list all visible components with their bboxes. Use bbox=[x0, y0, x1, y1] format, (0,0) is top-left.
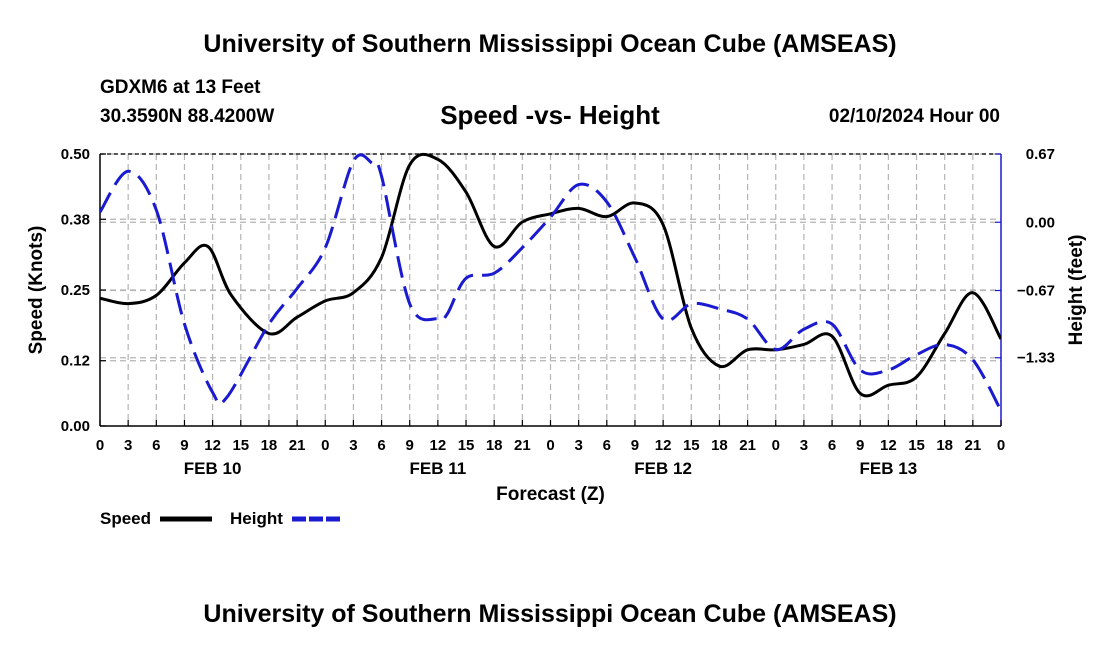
x-tick-label: 0 bbox=[772, 437, 780, 454]
x-tick-label: 18 bbox=[936, 437, 953, 454]
x-tick-label: 9 bbox=[180, 437, 188, 454]
x-tick-label: 15 bbox=[458, 437, 475, 454]
x-tick-label: 15 bbox=[232, 437, 249, 454]
x-tick-label: 0 bbox=[997, 437, 1005, 454]
legend-height-label: Height bbox=[230, 509, 283, 528]
x-tick-label: 12 bbox=[430, 437, 447, 454]
x-tick-label: 12 bbox=[880, 437, 897, 454]
x-tick-label: 18 bbox=[261, 437, 278, 454]
x-tick-label: 6 bbox=[377, 437, 385, 454]
y2-axis-title: Height (feet) bbox=[1066, 235, 1087, 346]
x-tick-label: 12 bbox=[655, 437, 672, 454]
x-tick-label: 12 bbox=[204, 437, 221, 454]
x-tick-label: 6 bbox=[152, 437, 160, 454]
x-tick-label: 9 bbox=[631, 437, 639, 454]
y2-tick-label: 0.00 bbox=[1026, 214, 1055, 231]
legend-speed-label: Speed bbox=[100, 509, 152, 528]
chart-subtitle: Speed -vs- Height bbox=[440, 100, 660, 130]
x-tick-label: 3 bbox=[800, 437, 808, 454]
y-tick-label: 0.12 bbox=[61, 353, 90, 370]
x-tick-label: 3 bbox=[574, 437, 582, 454]
y2-tick-label: −0.67 bbox=[1017, 283, 1055, 300]
y-axis-title: Speed (Knots) bbox=[26, 226, 47, 355]
x-tick-label: 15 bbox=[908, 437, 925, 454]
y-tick-label: 0.25 bbox=[61, 282, 90, 299]
x-tick-label: 3 bbox=[349, 437, 357, 454]
x-tick-label: 0 bbox=[546, 437, 554, 454]
x-tick-label: 6 bbox=[828, 437, 836, 454]
axes-layer: 0 3 6 9 12 15 18 21 0 3 6 9 12 15 18 21 0 3 6 9 12 15 18 21 0 3 6 9… bbox=[26, 146, 1087, 505]
series-line-height bbox=[100, 153, 1001, 412]
x-tick-label: 21 bbox=[965, 437, 982, 454]
date-label: FEB 11 bbox=[410, 459, 467, 478]
date-label: FEB 12 bbox=[634, 459, 692, 478]
y2-tick-label: 0.67 bbox=[1026, 146, 1055, 163]
x-tick-label: 6 bbox=[603, 437, 611, 454]
station-label: GDXM6 at 13 Feet bbox=[100, 77, 261, 98]
date-label: FEB 10 bbox=[184, 459, 242, 478]
x-axis-title: Forecast (Z) bbox=[496, 484, 605, 505]
x-tick-label: 3 bbox=[124, 437, 132, 454]
x-tick-label: 21 bbox=[739, 437, 756, 454]
coordinates-label: 30.3590N 88.4200W bbox=[100, 106, 275, 127]
y-tick-label: 0.50 bbox=[61, 146, 90, 163]
forecast-date: 02/10/2024 Hour 00 bbox=[828, 106, 1000, 127]
x-tick-label: 21 bbox=[514, 437, 531, 454]
x-tick-label: 18 bbox=[711, 437, 728, 454]
main-title: University of Southern Mississippi Ocean… bbox=[203, 30, 897, 58]
y-tick-label: 0.00 bbox=[61, 418, 90, 435]
x-tick-label: 15 bbox=[683, 437, 700, 454]
series-line-speed bbox=[100, 152, 1001, 398]
y-tick-label: 0.38 bbox=[61, 211, 90, 228]
series-layer bbox=[100, 152, 1001, 412]
x-tick-label: 0 bbox=[321, 437, 329, 454]
date-label: FEB 13 bbox=[860, 459, 918, 478]
x-tick-label: 0 bbox=[96, 437, 104, 454]
x-tick-label: 18 bbox=[486, 437, 503, 454]
footer-title: University of Southern Mississippi Ocean… bbox=[203, 600, 897, 628]
y2-tick-label: −1.33 bbox=[1017, 350, 1055, 367]
x-tick-label: 9 bbox=[406, 437, 414, 454]
x-tick-label: 9 bbox=[856, 437, 864, 454]
x-tick-label: 21 bbox=[289, 437, 306, 454]
